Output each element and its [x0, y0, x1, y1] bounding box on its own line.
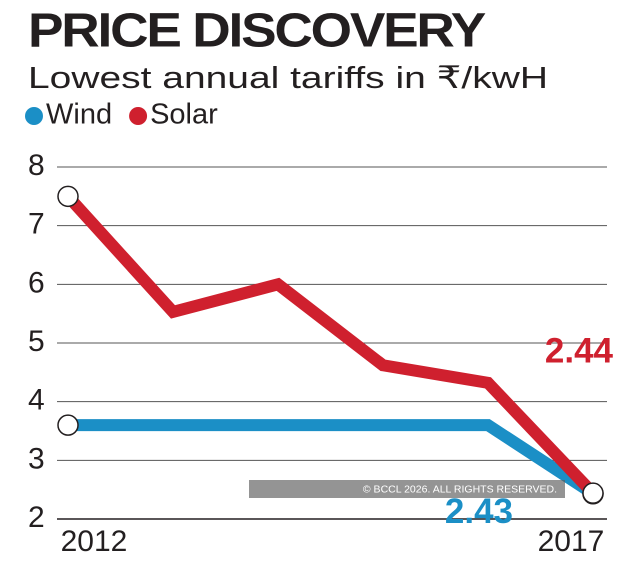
watermark-band [249, 480, 565, 498]
chart-title: PRICE DISCOVERY [28, 5, 486, 58]
line [63, 192, 598, 498]
point-marker [582, 482, 604, 504]
legend-marker [25, 107, 43, 125]
legend-label: Wind [46, 99, 112, 131]
x-tick-label: 2017 [538, 525, 605, 558]
y-tick-label: 3 [28, 442, 45, 475]
x-tick-label: 2012 [61, 525, 128, 558]
watermark: © BCCL 2026. ALL RIGHTS RESERVED. [363, 483, 557, 495]
line [68, 419, 597, 499]
y-tick-label: 6 [28, 266, 45, 299]
y-tick-label: 4 [28, 384, 45, 417]
legend-label: Solar [150, 99, 218, 131]
point-marker [57, 185, 79, 208]
legend-marker [129, 107, 148, 125]
chart-subtitle: Lowest annual tariffs in ₹/kwH [28, 60, 548, 95]
data-label: 2.43 [445, 492, 513, 531]
y-tick-label: 8 [28, 149, 45, 182]
data-label: 2.44 [545, 331, 614, 370]
y-tick-label: 2 [28, 501, 45, 534]
y-tick-label: 5 [28, 325, 45, 358]
legend: Wind Solar [25, 99, 218, 131]
point-marker [57, 414, 79, 436]
y-tick-label: 7 [28, 208, 45, 241]
